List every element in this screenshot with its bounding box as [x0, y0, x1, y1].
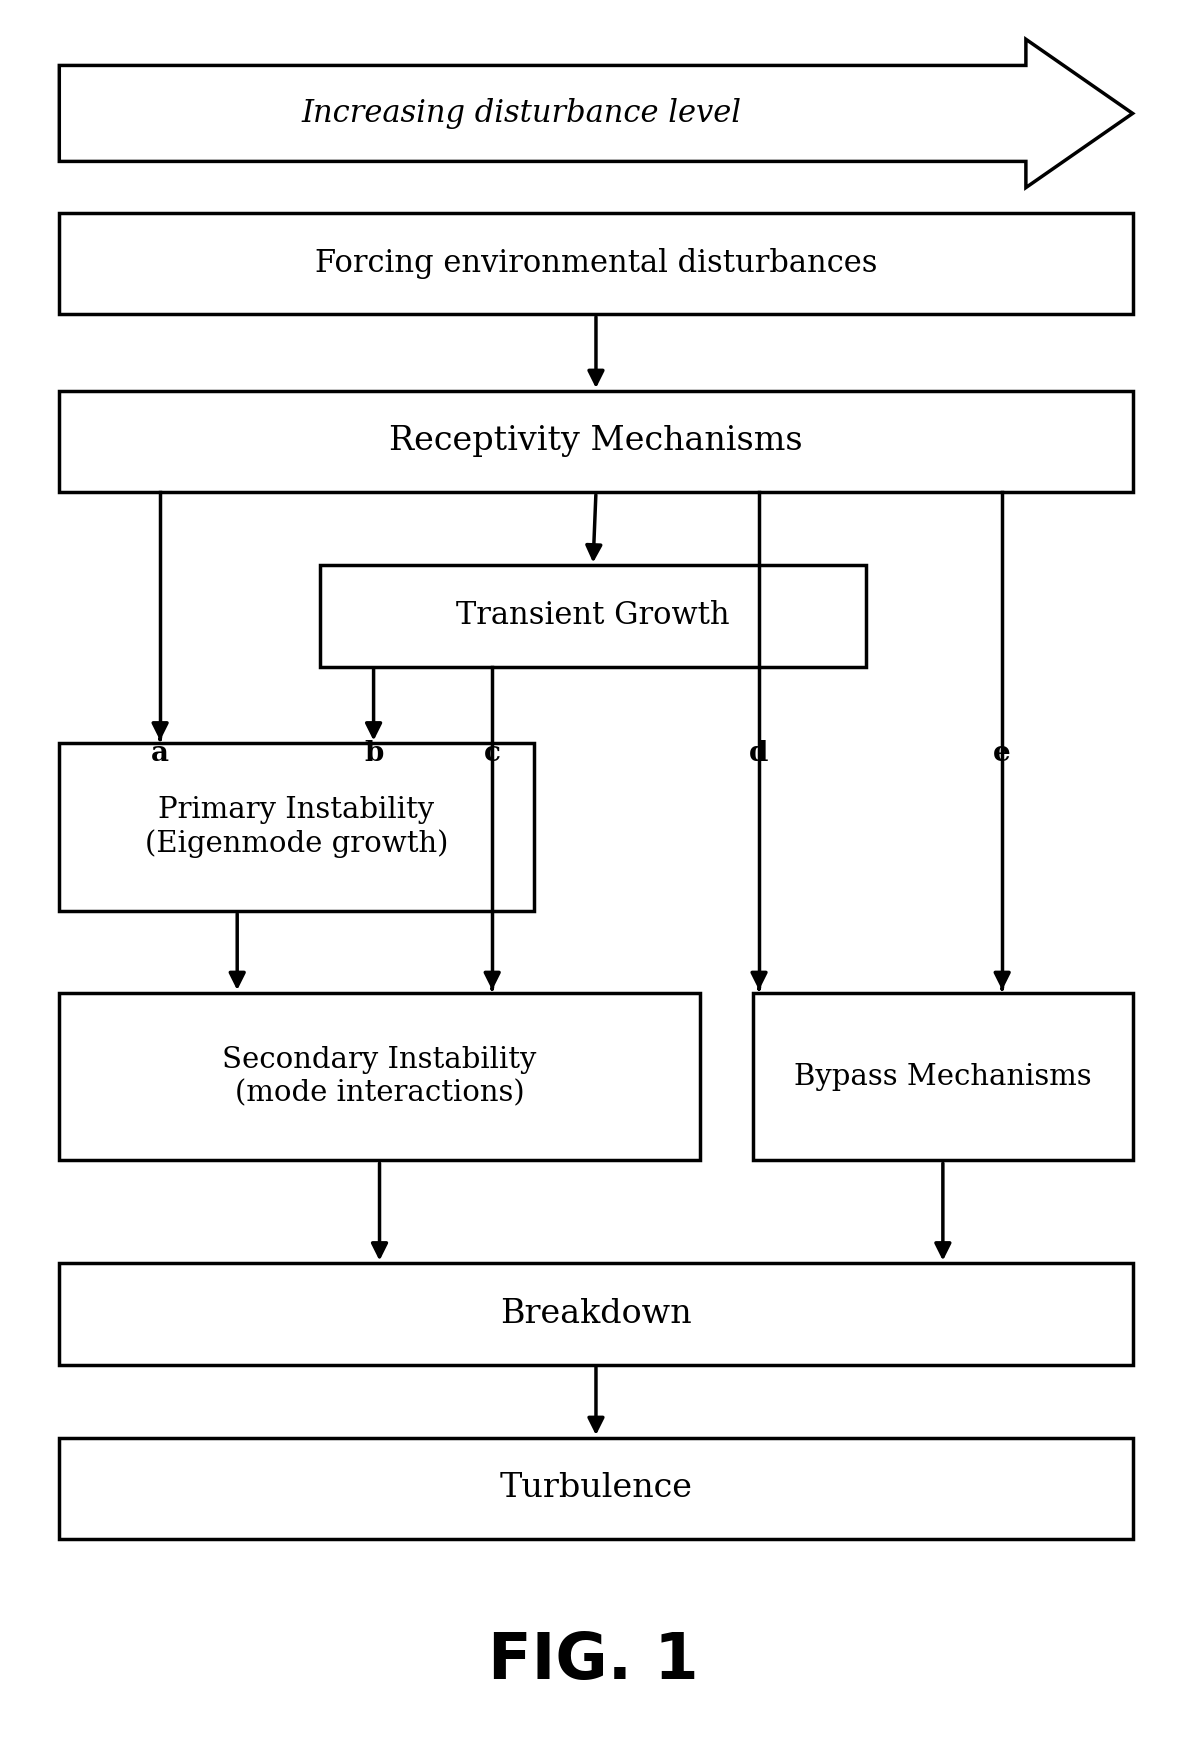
Text: Bypass Mechanisms: Bypass Mechanisms	[795, 1063, 1091, 1091]
FancyBboxPatch shape	[59, 1263, 1133, 1365]
Text: Primary Instability
(Eigenmode growth): Primary Instability (Eigenmode growth)	[145, 796, 448, 859]
Text: Secondary Instability
(mode interactions): Secondary Instability (mode interactions…	[222, 1047, 537, 1106]
Text: Breakdown: Breakdown	[500, 1298, 691, 1330]
Text: a: a	[151, 740, 170, 768]
Text: Increasing disturbance level: Increasing disturbance level	[302, 98, 741, 129]
FancyBboxPatch shape	[753, 993, 1133, 1160]
FancyBboxPatch shape	[320, 565, 866, 667]
Text: Turbulence: Turbulence	[499, 1473, 693, 1504]
Text: e: e	[994, 740, 1010, 768]
FancyBboxPatch shape	[59, 993, 700, 1160]
Text: Forcing environmental disturbances: Forcing environmental disturbances	[314, 248, 878, 279]
FancyBboxPatch shape	[59, 1438, 1133, 1539]
Text: Transient Growth: Transient Growth	[457, 600, 729, 632]
Text: c: c	[484, 740, 500, 768]
FancyBboxPatch shape	[59, 743, 534, 911]
Polygon shape	[59, 40, 1133, 187]
Text: Receptivity Mechanisms: Receptivity Mechanisms	[389, 426, 803, 457]
Text: FIG. 1: FIG. 1	[487, 1630, 699, 1693]
Text: d: d	[750, 740, 769, 768]
Text: b: b	[364, 740, 383, 768]
FancyBboxPatch shape	[59, 391, 1133, 492]
FancyBboxPatch shape	[59, 213, 1133, 314]
